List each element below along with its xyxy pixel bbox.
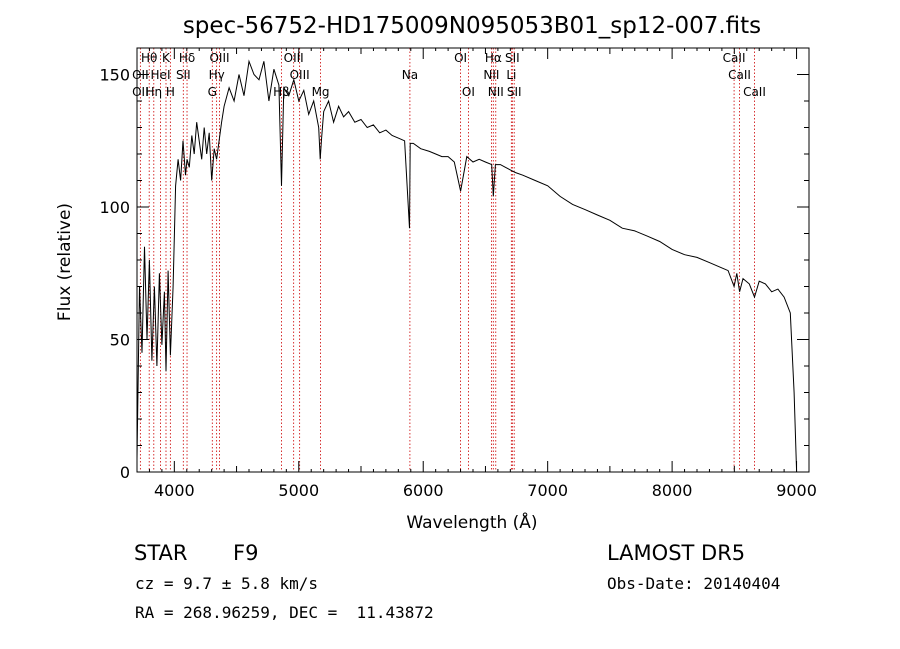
x-tick-label: 8000 xyxy=(652,481,693,500)
survey-name: LAMOST DR5 xyxy=(607,541,746,565)
y-axis-label: Flux (relative) xyxy=(55,203,75,321)
line-label: K xyxy=(162,51,171,65)
chart-title: spec-56752-HD175009N095053B01_sp12-007.f… xyxy=(183,13,761,39)
line-label: Hδ xyxy=(179,51,195,65)
line-label: SII xyxy=(176,68,191,82)
line-label: NII xyxy=(488,85,504,99)
line-label: HeI xyxy=(151,68,171,82)
line-label: Na xyxy=(402,68,418,82)
x-axis: 4000 5000 6000 7000 8000 9000 xyxy=(136,48,817,500)
coords-text: RA = 268.96259, DEC = 11.43872 xyxy=(135,603,434,622)
line-label: OIII xyxy=(284,51,304,65)
line-label: Hθ xyxy=(141,51,157,65)
object-class: STAR xyxy=(134,541,188,565)
line-label: Mg xyxy=(312,85,330,99)
y-tick-label: 50 xyxy=(110,331,130,350)
x-tick-label: 5000 xyxy=(278,481,319,500)
spectrum-line xyxy=(136,59,798,473)
line-label: H xyxy=(166,85,175,99)
object-subclass: F9 xyxy=(233,541,259,565)
line-label: Hη xyxy=(145,85,162,99)
line-label: G xyxy=(208,85,217,99)
x-axis-label: Wavelength (Å) xyxy=(406,511,537,533)
x-tick-label: 4000 xyxy=(154,481,195,500)
line-label: Hα xyxy=(485,51,502,65)
line-label: OI xyxy=(462,85,475,99)
line-label: OI xyxy=(454,51,467,65)
x-tick-label: 7000 xyxy=(527,481,568,500)
plot-frame xyxy=(136,47,810,473)
y-axis: 0 50 100 150 xyxy=(99,47,809,482)
spectral-line-markers xyxy=(139,48,755,472)
line-label: NII xyxy=(483,68,499,82)
line-label: OII xyxy=(132,85,149,99)
redshift-text: cz = 9.7 ± 5.8 km/s xyxy=(135,574,319,593)
line-label: SII xyxy=(505,51,520,65)
y-tick-label: 0 xyxy=(120,463,130,482)
line-label: Li xyxy=(506,68,516,82)
x-tick-label: 9000 xyxy=(776,481,817,500)
line-label: Hβ xyxy=(273,85,290,99)
line-label: SII xyxy=(507,85,522,99)
line-label: CaII xyxy=(728,68,751,82)
obs-date-text: Obs-Date: 20140404 xyxy=(607,574,781,593)
line-label: CaII xyxy=(743,85,766,99)
y-tick-label: 100 xyxy=(99,198,130,217)
x-tick-label: 6000 xyxy=(403,481,444,500)
line-label: OIII xyxy=(209,51,229,65)
line-label: CaII xyxy=(723,51,746,65)
line-label: Hγ xyxy=(209,68,225,82)
y-tick-label: 150 xyxy=(99,66,130,85)
line-label: OIII xyxy=(290,68,310,82)
